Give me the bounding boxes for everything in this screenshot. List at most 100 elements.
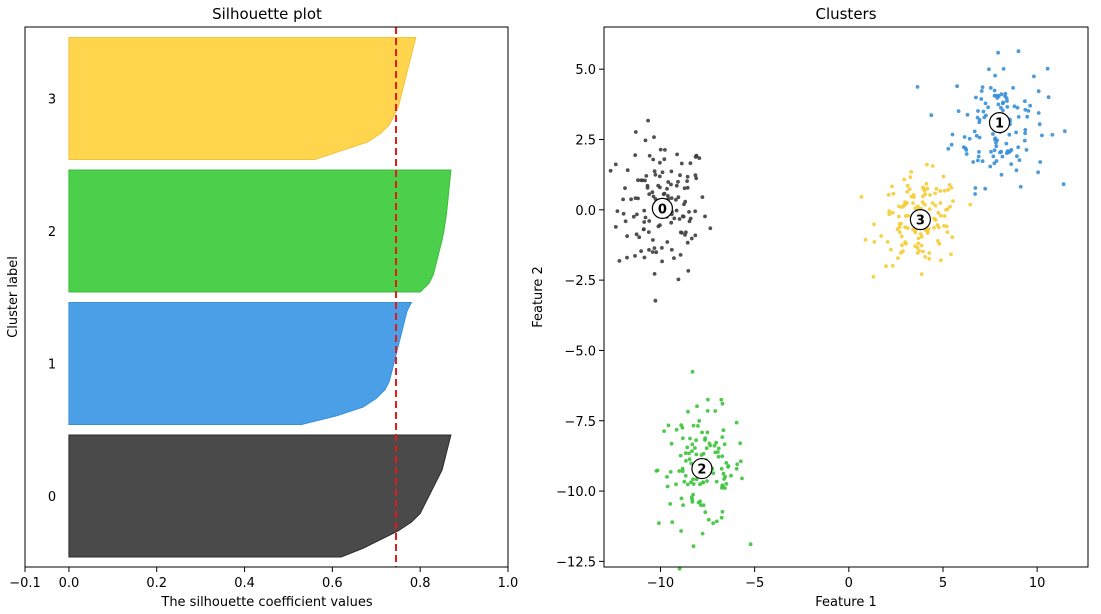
scatter-point-0 — [669, 247, 674, 252]
clusters-ytick-label: −12.5 — [556, 555, 596, 570]
scatter-point-0 — [641, 227, 646, 232]
scatter-point-0 — [652, 246, 657, 251]
scatter-point-0 — [694, 176, 699, 181]
scatter-point-0 — [643, 215, 648, 220]
scatter-point-1 — [1007, 132, 1012, 137]
scatter-point-0 — [689, 236, 694, 241]
scatter-point-2 — [720, 435, 725, 439]
scatter-point-2 — [716, 446, 721, 451]
scatter-point-2 — [698, 499, 702, 504]
scatter-point-3 — [909, 170, 914, 174]
scatter-point-1 — [1016, 49, 1021, 54]
clusters-xtick-label: −5 — [745, 576, 764, 591]
scatter-point-2 — [714, 440, 719, 445]
scatter-point-3 — [920, 200, 925, 205]
scatter-point-1 — [1028, 103, 1032, 108]
scatter-point-3 — [932, 225, 936, 230]
scatter-point-2 — [729, 473, 733, 478]
scatter-point-2 — [714, 519, 719, 524]
scatter-point-2 — [705, 430, 710, 435]
scatter-point-2 — [691, 492, 695, 497]
scatter-point-2 — [724, 482, 729, 486]
scatter-point-3 — [863, 238, 868, 242]
clusters-panel: Clusters 0 1 2 3 −10 −5 0 5 10 5.0 2.5 0.0 −2.5 −5.… — [531, 5, 1089, 610]
scatter-point-1 — [976, 154, 981, 159]
scatter-point-2 — [697, 419, 702, 423]
scatter-point-3 — [887, 212, 892, 217]
scatter-point-0 — [652, 169, 657, 174]
scatter-point-2 — [691, 544, 696, 549]
scatter-point-1 — [1014, 130, 1018, 135]
scatter-point-2 — [674, 427, 679, 432]
scatter-point-2 — [696, 424, 700, 428]
scatter-point-0 — [683, 199, 688, 204]
scatter-point-2 — [670, 520, 675, 524]
silhouette-band-3 — [68, 37, 417, 160]
scatter-point-3 — [896, 214, 901, 219]
clusters-y-ticks: 5.0 2.5 0.0 −2.5 −5.0 −7.5 −10.0 −12.5 — [556, 63, 604, 570]
scatter-point-2 — [701, 503, 706, 508]
scatter-point-1 — [993, 73, 997, 78]
scatter-point-0 — [665, 240, 670, 244]
clusters-ytick-label: 0.0 — [575, 204, 596, 219]
scatter-point-1 — [991, 132, 995, 136]
scatter-point-0 — [693, 209, 698, 214]
scatter-point-1 — [977, 150, 981, 154]
scatter-point-3 — [905, 183, 910, 188]
scatter-point-0 — [685, 174, 690, 179]
scatter-point-3 — [945, 207, 950, 212]
scatter-point-1 — [967, 136, 972, 141]
scatter-point-1 — [1015, 105, 1020, 110]
silhouette-xtick-label: 0.6 — [322, 576, 343, 591]
scatter-point-0 — [642, 220, 647, 224]
scatter-point-1 — [1001, 108, 1005, 113]
scatter-point-0 — [660, 170, 665, 175]
scatter-point-3 — [930, 201, 935, 206]
scatter-point-2 — [724, 461, 729, 465]
scatter-point-0 — [652, 272, 657, 276]
scatter-point-0 — [687, 210, 691, 214]
scatter-point-1 — [946, 146, 951, 151]
clusters-frame — [603, 26, 1089, 568]
scatter-point-3 — [924, 181, 929, 186]
scatter-point-1 — [974, 133, 979, 138]
scatter-point-3 — [921, 186, 926, 191]
scatter-point-3 — [923, 255, 927, 259]
scatter-point-1 — [1009, 148, 1014, 152]
scatter-point-0 — [625, 234, 629, 239]
scatter-point-3 — [904, 241, 908, 246]
scatter-point-0 — [658, 223, 662, 228]
scatter-point-2 — [721, 428, 726, 433]
cluster-center-marker — [909, 209, 931, 231]
scatter-point-0 — [650, 190, 655, 195]
silhouette-frame — [24, 26, 509, 568]
scatter-point-2 — [690, 500, 695, 504]
silhouette-x-ticks: −0.1 0.0 0.2 0.4 0.6 0.8 1.0 — [9, 567, 518, 591]
scatter-point-3 — [927, 256, 932, 261]
scatter-point-1 — [995, 138, 999, 143]
clusters-xtick-label: 0 — [845, 576, 853, 591]
scatter-point-0 — [682, 186, 687, 191]
scatter-point-3 — [915, 251, 920, 255]
scatter-point-2 — [691, 477, 695, 482]
scatter-point-0 — [653, 298, 658, 303]
scatter-point-2 — [688, 436, 692, 441]
scatter-point-3 — [900, 243, 904, 248]
scatter-point-0 — [674, 197, 678, 202]
cluster-center-2: 2 — [691, 457, 713, 480]
scatter-point-0 — [642, 208, 647, 213]
scatter-point-2 — [690, 449, 694, 453]
scatter-point-0 — [672, 256, 676, 260]
scatter-point-2 — [666, 423, 671, 428]
scatter-point-0 — [685, 240, 690, 245]
scatter-point-0 — [675, 152, 679, 157]
scatter-point-2 — [691, 423, 696, 428]
clusters-ytick-label: 5.0 — [575, 63, 596, 78]
scatter-point-1 — [1023, 99, 1027, 104]
scatter-point-1 — [1001, 100, 1006, 105]
clusters-x-ticks: −10 −5 0 5 10 — [647, 567, 1045, 591]
scatter-point-3 — [941, 174, 946, 179]
scatter-point-2 — [703, 510, 708, 515]
scatter-point-0 — [625, 168, 630, 173]
